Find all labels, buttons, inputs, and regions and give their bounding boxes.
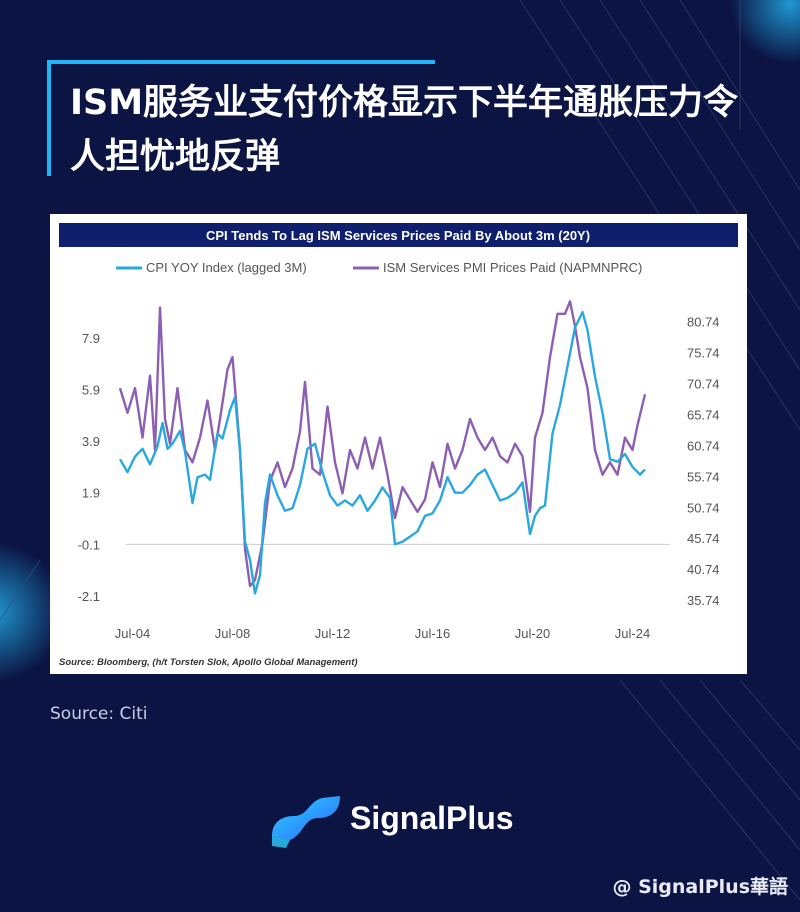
legend: CPI YOY Index (lagged 3M) ISM Services P…	[116, 260, 642, 275]
left-tick-label: 5.9	[82, 382, 100, 397]
right-tick-label: 40.74	[687, 562, 720, 577]
x-tick-label: Jul-16	[415, 626, 450, 641]
series-line-ism	[118, 300, 647, 588]
chart-title: CPI Tends To Lag ISM Services Prices Pai…	[206, 228, 590, 243]
right-axis-ticks: 80.74 75.74 70.74 65.74 60.74 55.74 50.74 45.74…	[687, 315, 720, 609]
left-tick-label: -0.1	[78, 537, 100, 552]
right-tick-label: 75.74	[687, 346, 720, 361]
title-frame	[47, 60, 435, 176]
chart: CPI Tends To Lag ISM Services Prices Pai…	[59, 223, 738, 668]
right-tick-label: 70.74	[687, 377, 720, 392]
source-note: Source: Citi	[50, 704, 148, 724]
right-tick-label: 35.74	[687, 593, 720, 608]
right-tick-label: 45.74	[687, 531, 720, 546]
right-tick-label: 50.74	[687, 500, 720, 515]
legend-label-ism: ISM Services PMI Prices Paid (NAPMNPRC)	[383, 260, 642, 275]
right-tick-label: 65.74	[687, 407, 720, 422]
glow-top-right	[730, 0, 800, 64]
series-line-cpi	[118, 310, 646, 595]
x-tick-label: Jul-20	[515, 626, 550, 641]
x-tick-label: Jul-08	[215, 626, 250, 641]
right-tick-label: 55.74	[687, 469, 720, 484]
x-axis-ticks: Jul-04 Jul-08 Jul-12 Jul-16 Jul-20 Jul-24	[115, 626, 650, 641]
right-tick-label: 80.74	[687, 315, 720, 330]
brand: SignalPlus	[268, 790, 568, 854]
left-tick-label: 1.9	[82, 486, 100, 501]
brand-name: SignalPlus	[350, 800, 514, 836]
legend-label-cpi: CPI YOY Index (lagged 3M)	[146, 260, 307, 275]
right-tick-label: 60.74	[687, 438, 720, 453]
left-tick-label: 7.9	[82, 331, 100, 346]
left-tick-label: 3.9	[82, 434, 100, 449]
left-tick-label: -2.1	[78, 589, 100, 604]
glow-left	[0, 542, 64, 682]
chart-card: CPI Tends To Lag ISM Services Prices Pai…	[50, 214, 747, 674]
left-axis-ticks: 7.9 5.9 3.9 1.9 -0.1 -2.1	[78, 331, 100, 604]
x-tick-label: Jul-12	[315, 626, 350, 641]
watermark: @ SignalPlus華語	[612, 876, 788, 898]
chart-title-bar	[59, 223, 738, 247]
headline: ISM服务业支付价格显示下半年通胀压力令人担忧地反弹	[70, 83, 739, 177]
x-tick-label: Jul-04	[115, 626, 150, 641]
x-tick-label: Jul-24	[615, 626, 650, 641]
chart-source: Source: Bloomberg, (h/t Torsten Slok, Ap…	[59, 657, 358, 668]
signalplus-logo-icon	[272, 796, 340, 848]
